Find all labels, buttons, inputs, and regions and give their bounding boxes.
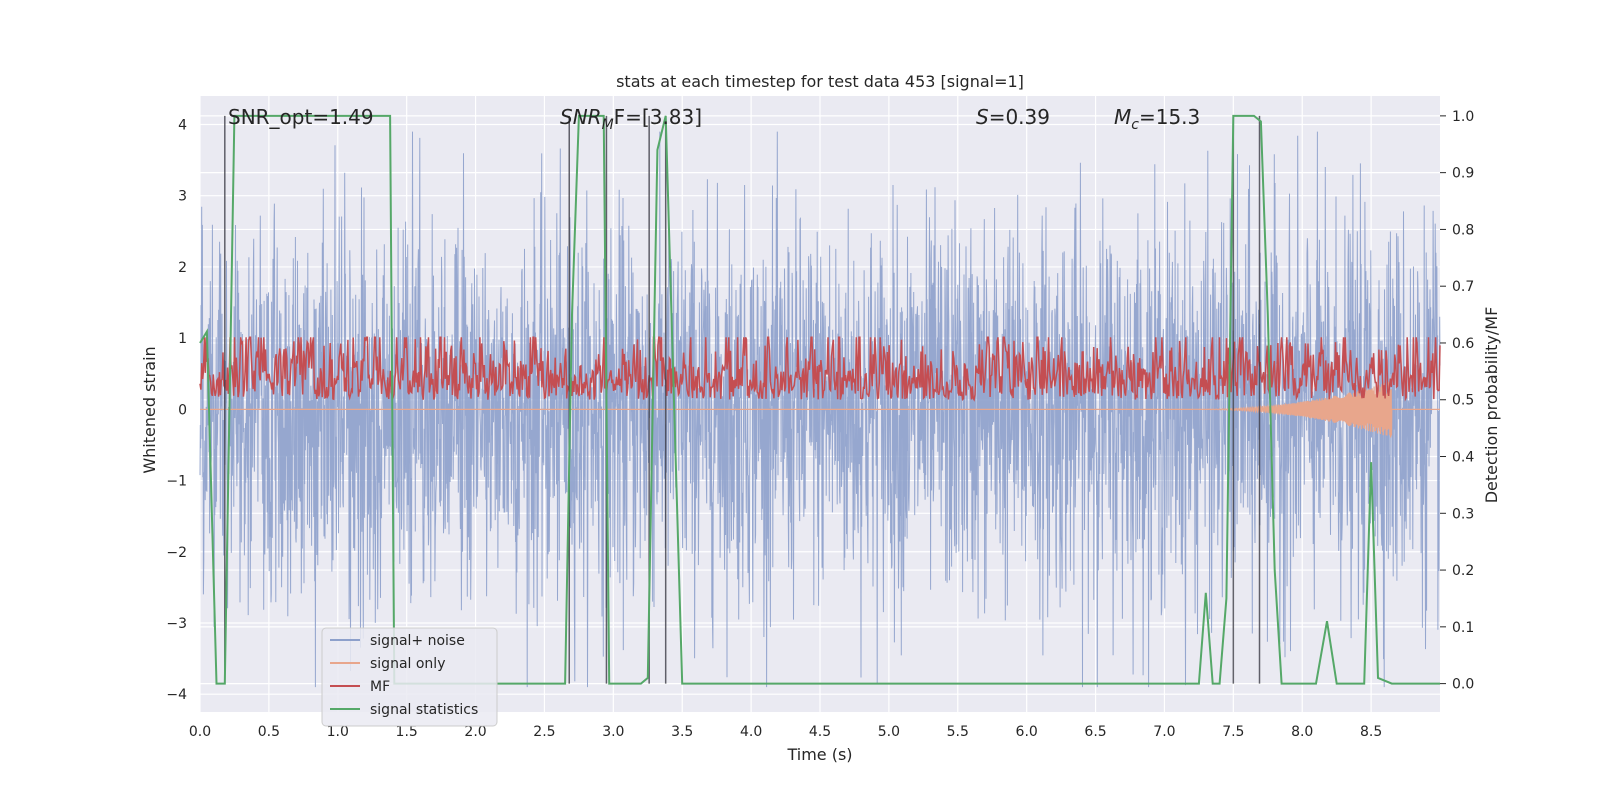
x-tick-label-6: 3.0 <box>602 724 624 740</box>
x-tick-label-10: 5.0 <box>878 724 900 740</box>
annotation-mc: Mc=15.3 <box>1114 105 1200 133</box>
y-right-tick-label-7: 0.3 <box>1452 506 1474 522</box>
legend-label-signal-statistics: signal statistics <box>370 702 478 718</box>
y-right-tick-label-8: 0.2 <box>1452 563 1474 579</box>
y-right-tick-label-1: 0.9 <box>1452 166 1474 182</box>
y-left-tick-labels: 4 3 2 1 0 −1 −2 −3 −4 <box>166 117 187 703</box>
y-right-tick-labels: 1.0 0.9 0.8 0.7 0.6 0.5 0.4 0.3 0.2 0.1 0.0 <box>1440 109 1474 693</box>
x-tick-label-15: 7.5 <box>1222 724 1244 740</box>
x-tick-label-11: 5.5 <box>947 724 969 740</box>
x-tick-label-17: 8.5 <box>1360 724 1382 740</box>
legend-label-signal-noise: signal+ noise <box>370 633 465 649</box>
x-tick-label-3: 1.5 <box>396 724 418 740</box>
x-tick-label-0: 0.0 <box>189 724 211 740</box>
y-left-tick-label-3: 1 <box>178 331 187 347</box>
series-line-signal-only <box>200 381 1440 438</box>
y-right-tick-label-0: 1.0 <box>1452 109 1474 125</box>
x-tick-label-5: 2.5 <box>533 724 555 740</box>
signal-only-series <box>200 381 1440 438</box>
y-right-tick-label-2: 0.8 <box>1452 222 1474 238</box>
y-left-tick-label-0: 4 <box>178 117 187 133</box>
x-tick-label-8: 4.0 <box>740 724 762 740</box>
x-tick-label-14: 7.0 <box>1153 724 1175 740</box>
y-left-tick-label-5: −1 <box>166 474 187 490</box>
annotation-s: S=0.39 <box>976 105 1050 129</box>
x-tick-label-9: 4.5 <box>809 724 831 740</box>
y-left-tick-label-4: 0 <box>178 402 187 418</box>
x-tick-labels: 0.0 0.5 1.0 1.5 2.0 2.5 3.0 3.5 4.0 4.5 5.0 5.5 6.0 6… <box>189 724 1382 740</box>
y-right-tick-label-5: 0.5 <box>1452 393 1474 409</box>
y-right-tick-label-10: 0.0 <box>1452 677 1474 693</box>
y-left-tick-label-6: −2 <box>166 545 187 561</box>
y-right-tick-label-3: 0.7 <box>1452 279 1474 295</box>
y-left-tick-label-1: 3 <box>178 189 187 205</box>
chart-title: stats at each timestep for test data 453… <box>616 72 1024 91</box>
y-right-tick-label-4: 0.6 <box>1452 336 1474 352</box>
x-tick-label-16: 8.0 <box>1291 724 1313 740</box>
y-right-axis-label: Detection probability/MF <box>1482 307 1501 504</box>
y-right-tick-label-9: 0.1 <box>1452 620 1474 636</box>
legend: signal+ noise signal only MF signal stat… <box>321 627 498 727</box>
x-tick-label-7: 3.5 <box>671 724 693 740</box>
x-tick-label-13: 6.5 <box>1084 724 1106 740</box>
legend-label-mf: MF <box>370 679 390 695</box>
x-tick-label-4: 2.0 <box>464 724 486 740</box>
legend-box <box>321 627 498 727</box>
legend-label-signal-only: signal only <box>370 656 445 672</box>
y-left-tick-label-7: −3 <box>166 616 187 632</box>
annotation-snr-opt: SNR_opt=1.49 <box>228 105 374 129</box>
y-left-tick-label-2: 2 <box>178 260 187 276</box>
x-axis-label: Time (s) <box>786 745 852 764</box>
y-left-tick-label-8: −4 <box>166 687 187 703</box>
y-left-axis-label: Whitened strain <box>140 346 159 473</box>
x-tick-label-12: 6.0 <box>1016 724 1038 740</box>
y-right-tick-label-6: 0.4 <box>1452 450 1474 466</box>
x-tick-label-2: 1.0 <box>327 724 349 740</box>
x-tick-label-1: 0.5 <box>258 724 280 740</box>
annotation-snr-mf: SNRMF=[3.83] <box>560 105 702 133</box>
